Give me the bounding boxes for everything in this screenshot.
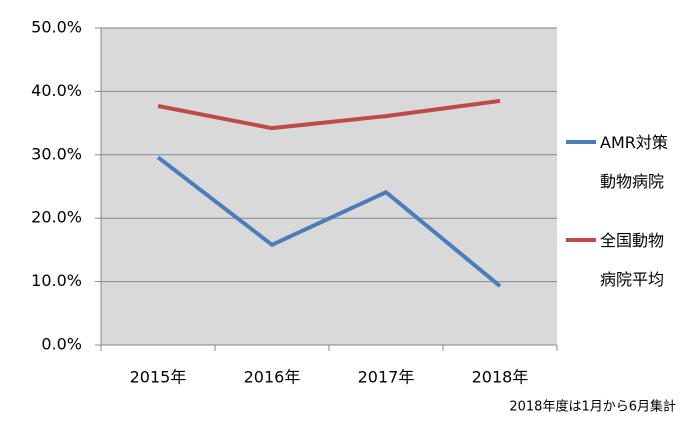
series-line xyxy=(157,98,501,131)
y-tick-label: 50.0% xyxy=(31,18,82,37)
y-tick-label: 20.0% xyxy=(31,208,82,227)
plot-area xyxy=(101,28,557,345)
legend-swatch xyxy=(566,238,596,242)
legend-label: AMR対策動物病院 xyxy=(600,133,668,191)
x-tick-label: 2018年 xyxy=(472,368,529,387)
annotation: 2018年度は1月から6月集計 xyxy=(509,399,676,415)
y-tick-label: 30.0% xyxy=(31,144,82,163)
y-tick-label: 0.0% xyxy=(41,335,82,354)
y-tick-label: 40.0% xyxy=(31,81,82,100)
legend-item: 全国動物病院平均 xyxy=(566,221,686,299)
x-tick-label: 2015年 xyxy=(130,368,187,387)
x-tick-label: 2017年 xyxy=(358,368,415,387)
x-tick-label: 2016年 xyxy=(244,368,301,387)
legend-swatch xyxy=(566,140,596,144)
series-line xyxy=(156,155,502,288)
legend-label: 全国動物病院平均 xyxy=(600,231,665,289)
legend-item: AMR対策動物病院 xyxy=(566,123,686,201)
y-tick-label: 10.0% xyxy=(31,271,82,290)
